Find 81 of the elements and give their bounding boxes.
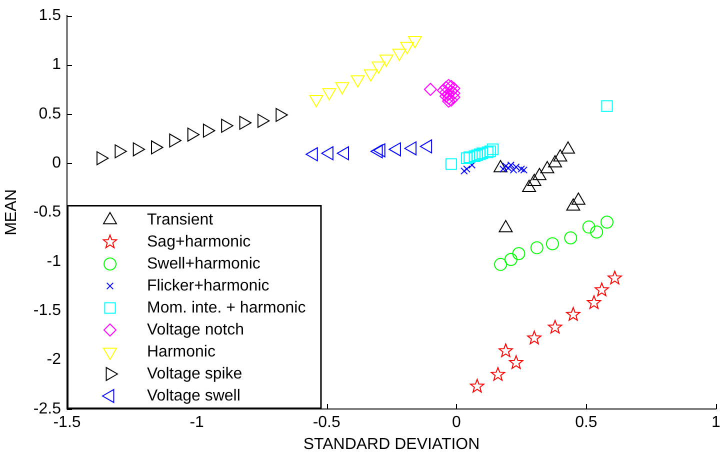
point — [594, 282, 609, 296]
legend-label: Voltage notch — [147, 321, 244, 338]
y-tick-label: 1.5 — [38, 7, 62, 24]
point — [470, 378, 484, 393]
point — [239, 116, 252, 130]
point — [442, 78, 456, 92]
point — [590, 225, 604, 238]
point — [486, 144, 499, 156]
y-axis-title: MEAN — [3, 189, 20, 236]
y-tick-label: -1.5 — [33, 302, 62, 320]
point — [276, 108, 288, 122]
point — [530, 241, 544, 254]
point — [202, 124, 216, 138]
point — [564, 231, 578, 244]
point — [460, 152, 473, 164]
point — [518, 165, 525, 173]
x-tick-label: -0.5 — [312, 414, 340, 432]
legend-label: Sag+harmonic — [147, 233, 251, 250]
point — [471, 149, 483, 162]
x-tick-label: -1 — [190, 414, 204, 432]
y-tick-label: -2.5 — [33, 400, 62, 418]
y-tick-label: 0.5 — [38, 105, 62, 122]
point — [527, 330, 542, 344]
point — [96, 151, 109, 166]
point — [600, 216, 614, 229]
point — [460, 167, 468, 175]
point — [468, 161, 476, 169]
point — [566, 307, 580, 321]
x-axis-title: STANDARD DEVIATION — [303, 436, 480, 453]
point — [257, 114, 270, 128]
point — [463, 165, 470, 173]
y-tick-label: -2 — [46, 351, 62, 368]
point — [444, 80, 458, 93]
point — [498, 343, 513, 358]
legend-label: Voltage spike — [147, 365, 242, 382]
y-tick-label: 0 — [52, 154, 62, 172]
point — [114, 144, 127, 158]
y-tick-label: -1 — [46, 252, 62, 270]
legend-label: Voltage swell — [147, 387, 240, 404]
point — [424, 82, 437, 96]
point — [608, 270, 622, 284]
point — [502, 162, 510, 170]
point — [445, 158, 458, 170]
point — [548, 320, 562, 334]
point — [504, 164, 512, 172]
point — [601, 100, 613, 112]
y-tick-label: -0.5 — [33, 204, 62, 221]
point — [490, 367, 506, 381]
legend-label: Mom. inte. + harmonic — [147, 299, 306, 316]
legend-label: Transient — [147, 211, 214, 228]
legend-label: Harmonic — [147, 343, 216, 360]
point — [468, 150, 480, 162]
x-tick-label: 0 — [452, 414, 461, 432]
point — [520, 166, 528, 174]
point — [151, 140, 164, 154]
point — [442, 94, 456, 108]
point — [494, 258, 508, 271]
point — [187, 128, 200, 142]
y-tick-label: 1 — [52, 56, 62, 74]
point — [221, 118, 234, 133]
legend-label: Flicker+harmonic — [147, 277, 270, 294]
point — [484, 146, 496, 158]
point — [447, 90, 460, 104]
legend-label: Swell+harmonic — [147, 255, 260, 272]
point — [582, 220, 596, 234]
point — [508, 355, 524, 369]
point — [444, 94, 458, 107]
point — [474, 148, 486, 160]
point — [482, 146, 494, 158]
x-tick-label: 1 — [712, 414, 721, 432]
point — [586, 295, 602, 309]
point — [132, 142, 146, 156]
point — [169, 134, 182, 148]
point — [512, 163, 520, 171]
point — [464, 151, 476, 164]
point — [512, 247, 526, 260]
point — [447, 86, 460, 100]
point — [546, 237, 559, 250]
x-tick-label: 0.5 — [575, 414, 598, 432]
point — [504, 253, 518, 266]
point — [476, 147, 488, 160]
